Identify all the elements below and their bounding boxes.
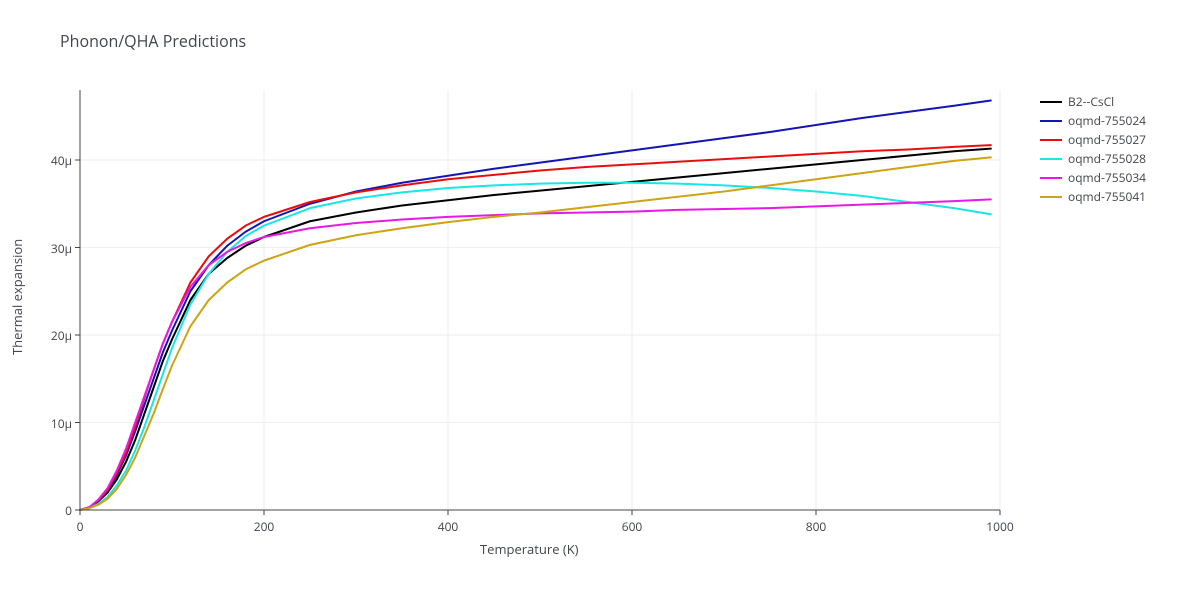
x-tick-label: 0	[60, 518, 100, 535]
x-tick-label: 800	[796, 518, 836, 535]
legend-item[interactable]: oqmd-755024	[1040, 111, 1146, 130]
legend-label: oqmd-755028	[1068, 150, 1146, 167]
y-tick-label: 20μ	[51, 327, 72, 344]
series-line[interactable]	[80, 101, 991, 511]
x-axis-label: Temperature (K)	[480, 540, 579, 558]
series-line[interactable]	[80, 149, 991, 510]
legend-swatch	[1040, 158, 1062, 160]
legend-item[interactable]: oqmd-755028	[1040, 149, 1146, 168]
series-line[interactable]	[80, 183, 991, 510]
legend-label: B2--CsCl	[1068, 93, 1114, 110]
legend-swatch	[1040, 177, 1062, 179]
x-tick-label: 600	[612, 518, 652, 535]
chart-plot-area[interactable]	[0, 0, 1200, 600]
legend-item[interactable]: oqmd-755027	[1040, 130, 1146, 149]
legend-label: oqmd-755034	[1068, 169, 1146, 186]
series-line[interactable]	[80, 157, 991, 510]
x-tick-label: 400	[428, 518, 468, 535]
legend-label: oqmd-755027	[1068, 131, 1146, 148]
y-tick-label: 0	[65, 502, 72, 519]
gridlines	[80, 90, 1000, 510]
legend-label: oqmd-755041	[1068, 188, 1146, 205]
series-line[interactable]	[80, 145, 991, 510]
legend-swatch	[1040, 196, 1062, 198]
legend-swatch	[1040, 101, 1062, 103]
legend-item[interactable]: oqmd-755041	[1040, 187, 1146, 206]
legend-item[interactable]: oqmd-755034	[1040, 168, 1146, 187]
x-tick-label: 200	[244, 518, 284, 535]
y-axis-label: Thermal expansion	[8, 239, 26, 355]
x-tick-label: 1000	[980, 518, 1020, 535]
legend-label: oqmd-755024	[1068, 112, 1146, 129]
y-tick-label: 10μ	[51, 415, 72, 432]
legend-item[interactable]: B2--CsCl	[1040, 92, 1146, 111]
series-line[interactable]	[80, 199, 991, 510]
series-group	[80, 101, 991, 511]
legend-swatch	[1040, 139, 1062, 141]
legend-swatch	[1040, 120, 1062, 122]
y-tick-label: 40μ	[51, 152, 72, 169]
legend: B2--CsCl oqmd-755024 oqmd-755027 oqmd-75502…	[1040, 92, 1146, 206]
y-tick-label: 30μ	[51, 240, 72, 257]
